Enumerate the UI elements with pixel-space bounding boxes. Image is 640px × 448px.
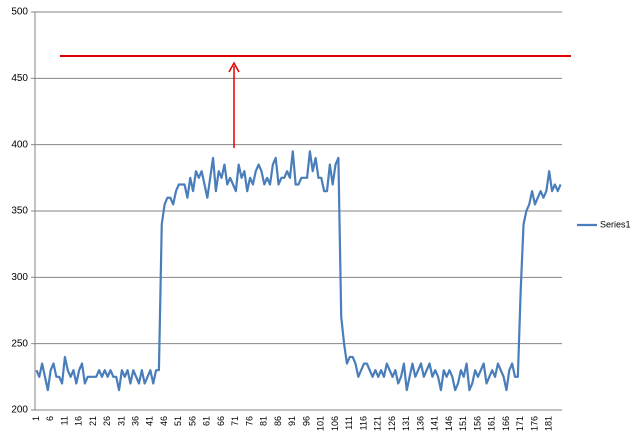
x-tick-label: 161 (487, 416, 497, 431)
x-tick-label: 21 (88, 416, 98, 426)
x-tick-label: 156 (472, 416, 482, 431)
x-tick-label: 46 (159, 416, 169, 426)
x-tick-label: 121 (373, 416, 383, 431)
x-tick-label: 51 (173, 416, 183, 426)
x-tick-label: 41 (145, 416, 155, 426)
x-tick-label: 91 (287, 416, 297, 426)
y-tick-label: 400 (11, 139, 28, 150)
x-tick-label: 66 (216, 416, 226, 426)
x-tick-label: 126 (387, 416, 397, 431)
x-tick-label: 96 (301, 416, 311, 426)
series-line (35, 150, 562, 392)
x-tick-label: 1 (31, 416, 41, 421)
x-tick-label: 101 (316, 416, 326, 431)
x-tick-label: 11 (59, 416, 69, 425)
x-tick-label: 86 (273, 416, 283, 426)
x-tick-label: 116 (358, 416, 368, 430)
x-tick-label: 81 (259, 416, 269, 426)
y-tick-label: 450 (11, 73, 28, 84)
x-tick-label: 61 (202, 416, 212, 426)
x-tick-label: 181 (544, 416, 554, 431)
x-tick-label: 166 (501, 416, 511, 431)
y-tick-label: 200 (11, 405, 28, 416)
x-tick-label: 131 (401, 416, 411, 431)
x-tick-label: 56 (187, 416, 197, 426)
x-tick-label: 31 (116, 416, 126, 426)
y-tick-label: 300 (11, 272, 28, 283)
y-tick-label: 500 (11, 7, 28, 18)
x-tick-label: 76 (244, 416, 254, 426)
x-tick-label: 176 (529, 416, 539, 431)
x-tick-label: 6 (45, 416, 55, 421)
x-tick-label: 151 (458, 416, 468, 431)
y-tick-label: 350 (11, 206, 28, 217)
x-tick-label: 146 (444, 416, 454, 431)
x-tick-label: 141 (430, 416, 440, 431)
x-tick-label: 71 (230, 416, 240, 426)
x-tick-label: 111 (344, 416, 354, 430)
legend-label: Series1 (600, 219, 631, 229)
y-tick-label: 250 (11, 338, 28, 349)
x-tick-label: 106 (330, 416, 340, 431)
x-tick-label: 36 (131, 416, 141, 426)
arrow-head (228, 61, 240, 73)
x-tick-label: 16 (74, 416, 84, 426)
x-tick-label: 136 (415, 416, 425, 431)
x-tick-label: 171 (515, 416, 525, 431)
x-tick-label: 26 (102, 416, 112, 426)
